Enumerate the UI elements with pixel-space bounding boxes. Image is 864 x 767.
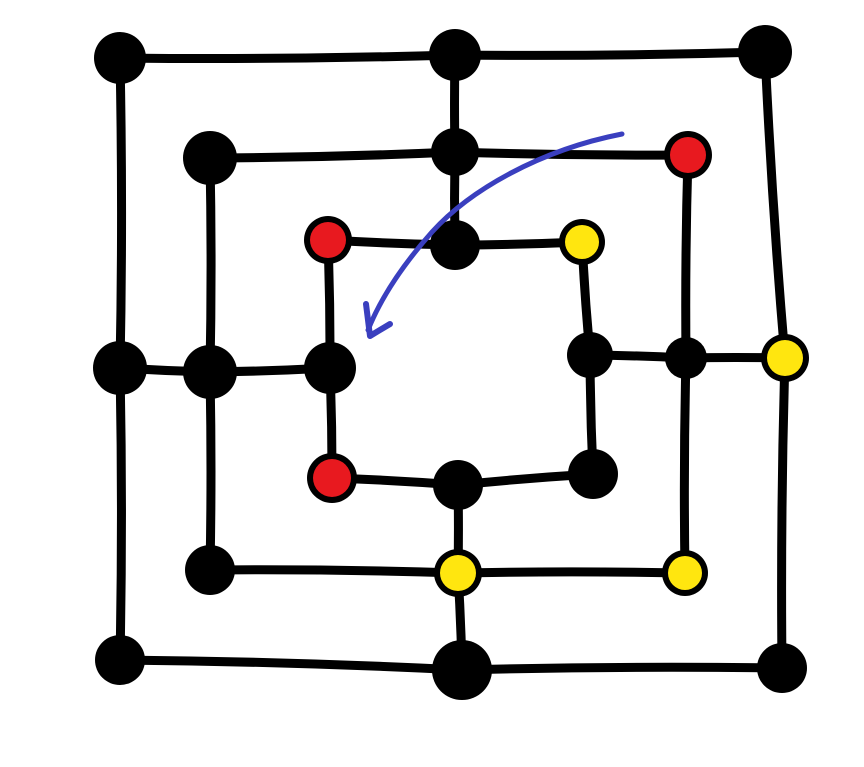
outer-ring-line (115, 363, 126, 665)
outer-ring-line (760, 47, 790, 363)
yellow-piece-inner-top-right[interactable] (565, 225, 599, 259)
middle-ring-line (681, 150, 693, 363)
board-point-outer-bottom-right[interactable] (757, 643, 807, 693)
middle-ring-line (453, 567, 690, 578)
board-point-inner-bottom-middle[interactable] (433, 460, 483, 510)
outer-ring-line (450, 47, 770, 60)
yellow-piece-outer-middle-right[interactable] (767, 340, 803, 376)
board-point-inner-top-middle[interactable] (430, 220, 480, 270)
middle-ring-line (205, 147, 460, 163)
board-point-middle-middle-right[interactable] (665, 337, 707, 379)
red-piece-inner-bottom-left[interactable] (313, 459, 351, 497)
board-point-outer-top-left[interactable] (94, 32, 146, 84)
board-point-outer-bottom-left[interactable] (95, 635, 145, 685)
middle-ring-line (679, 353, 691, 578)
move-arrow-head-icon (363, 301, 393, 339)
move-arrow (363, 131, 625, 339)
board-point-middle-middle-left[interactable] (183, 345, 237, 399)
board-point-inner-middle-right[interactable] (567, 332, 613, 378)
middle-ring-line (205, 565, 463, 578)
board-points (93, 25, 809, 700)
move-arrow-shaft (365, 131, 625, 333)
board-point-middle-top-left[interactable] (183, 131, 237, 185)
board-point-inner-middle-left[interactable] (304, 342, 356, 394)
outer-ring-line (115, 655, 467, 675)
outer-ring-line (115, 50, 460, 64)
board-point-outer-bottom-middle[interactable] (432, 640, 492, 700)
board-point-outer-top-right[interactable] (738, 25, 792, 79)
board-point-inner-bottom-right[interactable] (568, 449, 618, 499)
middle-ring-line (205, 153, 216, 377)
board-point-outer-top-middle[interactable] (429, 29, 481, 81)
board-point-middle-top-middle[interactable] (431, 128, 479, 176)
outer-ring-line (115, 53, 127, 373)
outer-ring-line (777, 353, 790, 673)
yellow-piece-middle-bottom-right[interactable] (668, 556, 702, 590)
outer-ring-line (457, 662, 787, 675)
middle-ring-line (205, 367, 216, 575)
red-piece-inner-top-left[interactable] (310, 222, 346, 258)
yellow-piece-middle-bottom-middle[interactable] (440, 555, 476, 591)
red-piece-middle-top-right[interactable] (670, 137, 706, 173)
board-point-outer-middle-left[interactable] (93, 341, 147, 395)
middle-ring-line (450, 147, 693, 160)
board-point-middle-bottom-left[interactable] (185, 545, 235, 595)
